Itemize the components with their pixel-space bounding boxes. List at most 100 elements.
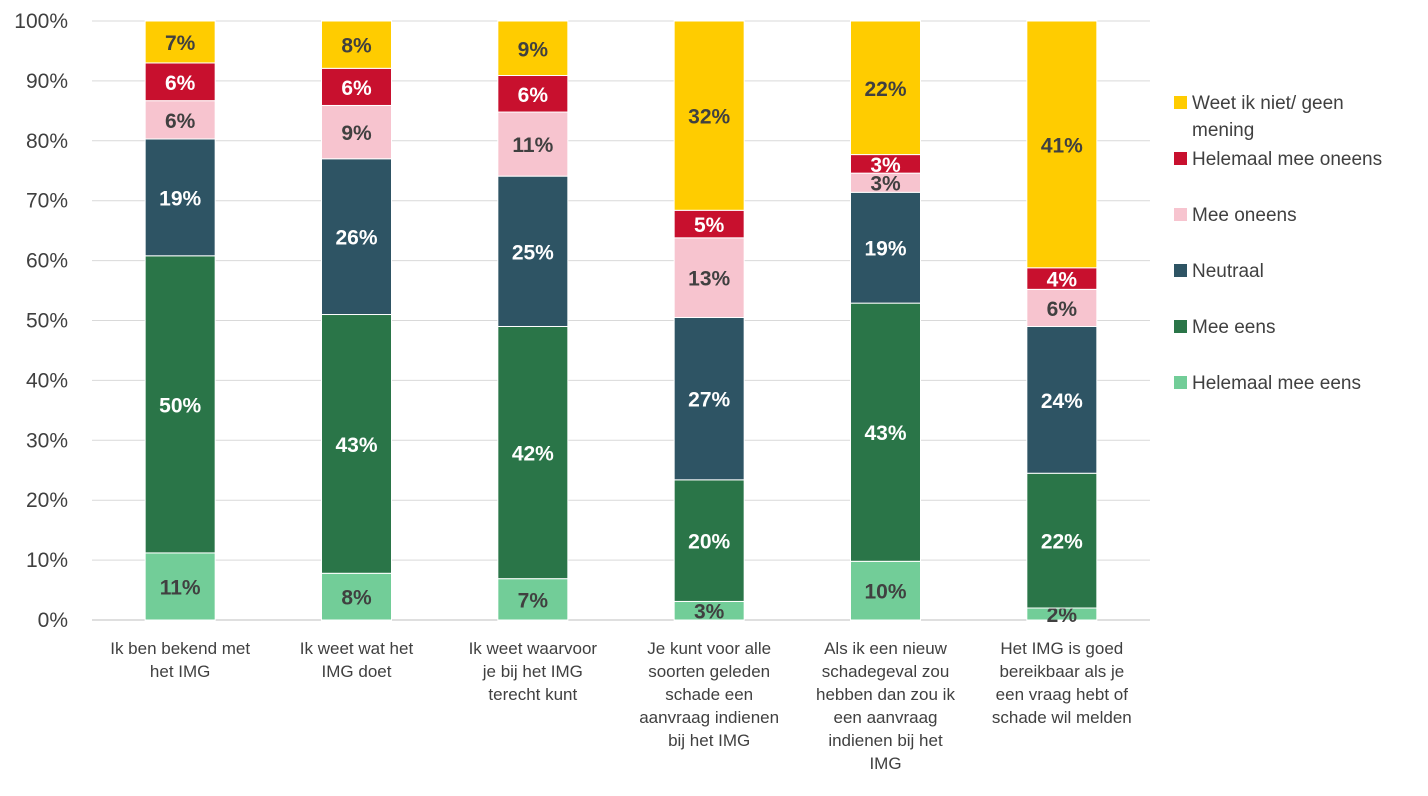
data-label: 32% (688, 106, 730, 129)
data-label: 6% (165, 72, 196, 95)
legend-swatch (1174, 96, 1187, 109)
data-label: 11% (160, 576, 201, 599)
bar-segment (673, 209, 745, 239)
x-tick-label: het IMG (150, 662, 210, 681)
y-tick-label: 90% (26, 70, 68, 93)
data-label: 25% (512, 241, 554, 264)
legend-swatch (1174, 264, 1187, 277)
legend-swatch (1174, 376, 1187, 389)
data-label: 9% (341, 122, 372, 145)
x-tick-label: IMG (869, 754, 901, 773)
data-label: 6% (165, 110, 196, 133)
bar-segment (497, 325, 569, 580)
data-label: 43% (335, 434, 377, 457)
legend-label: Mee eens (1192, 317, 1275, 338)
bar-segment (321, 20, 392, 69)
data-label: 19% (159, 187, 201, 210)
data-label: 20% (688, 531, 730, 554)
x-tick-label: je bij het IMG (482, 662, 583, 681)
data-label: 26% (335, 227, 377, 250)
data-label: 10% (864, 581, 906, 604)
legend-label: mening (1192, 120, 1254, 141)
data-label: 9% (518, 38, 549, 61)
x-tick-label: aanvraag indienen (639, 708, 779, 727)
x-tick-label: IMG doet (322, 662, 392, 681)
data-label: 5% (694, 214, 725, 237)
bar-segment (144, 20, 216, 64)
x-tick-label: soorten geleden (648, 662, 770, 681)
y-tick-label: 40% (26, 369, 68, 392)
x-tick-label: bereikbaar als je (999, 662, 1124, 681)
y-tick-label: 100% (14, 10, 68, 33)
bar-segment (673, 20, 745, 211)
data-label: 6% (341, 77, 372, 100)
y-tick-label: 70% (26, 190, 68, 213)
data-label: 6% (518, 84, 549, 107)
bar-segment (850, 191, 921, 304)
bar-segment (850, 20, 921, 156)
y-tick-label: 50% (26, 310, 68, 333)
x-tick-label: schade wil melden (992, 708, 1132, 727)
legend-swatch (1174, 152, 1187, 165)
bar-segment (673, 317, 745, 481)
bar-segment (1026, 472, 1098, 609)
data-label: 19% (864, 238, 906, 261)
data-label: 7% (165, 32, 196, 55)
bar-segment (1026, 325, 1098, 474)
x-tick-label: een aanvraag (834, 708, 938, 727)
data-label: 22% (1041, 531, 1083, 554)
bar-segment (144, 552, 216, 621)
data-label: 11% (512, 134, 553, 157)
data-label: 8% (341, 35, 372, 58)
x-tick-label: Het IMG is goed (1000, 639, 1123, 658)
data-label: 6% (1047, 298, 1078, 321)
bar-segment (497, 175, 569, 327)
legend-label: Mee oneens (1192, 205, 1297, 226)
data-label: 3% (870, 154, 901, 177)
y-tick-label: 60% (26, 250, 68, 273)
x-tick-label: bij het IMG (668, 731, 750, 750)
data-label: 42% (512, 443, 554, 466)
bar-segment (321, 572, 392, 621)
data-label: 8% (341, 587, 372, 610)
x-tick-label: schade een (665, 685, 753, 704)
y-tick-label: 80% (26, 130, 68, 153)
x-tick-label: Ik weet wat het (300, 639, 414, 658)
y-tick-label: 30% (26, 429, 68, 452)
x-tick-label: Ik weet waarvoor (469, 639, 598, 658)
data-label: 7% (518, 589, 549, 612)
data-label: 3% (694, 601, 725, 624)
data-label: 41% (1041, 134, 1083, 157)
y-tick-label: 10% (26, 549, 68, 572)
bar-segment (673, 237, 745, 319)
bar-segment (850, 302, 921, 562)
legend-label: Neutraal (1192, 261, 1264, 282)
legend-label: Helemaal mee oneens (1192, 149, 1382, 170)
bar-segment (673, 479, 745, 602)
bar-segment (497, 75, 569, 113)
data-label: 13% (688, 268, 730, 291)
legend-label: Helemaal mee eens (1192, 373, 1361, 394)
bar-segment (850, 560, 921, 621)
legend-swatch (1174, 208, 1187, 221)
data-label: 43% (864, 422, 906, 445)
data-label: 22% (864, 78, 906, 101)
bar-segment (1026, 288, 1098, 327)
x-tick-label: een vraag hebt of (996, 685, 1129, 704)
data-label: 24% (1041, 390, 1083, 413)
data-label: 2% (1047, 604, 1078, 627)
data-label: 3% (870, 173, 901, 196)
y-tick-label: 20% (26, 489, 68, 512)
bar-segment (321, 314, 392, 574)
data-label: 50% (159, 394, 201, 417)
bar-segment (321, 67, 392, 106)
x-tick-label: hebben dan zou ik (816, 685, 955, 704)
x-tick-label: Je kunt voor alle (647, 639, 771, 658)
bar-segment (497, 578, 569, 621)
data-label: 4% (1047, 269, 1078, 292)
bar-segment (144, 62, 216, 102)
legend-swatch (1174, 320, 1187, 333)
x-tick-label: schadegeval zou (822, 662, 950, 681)
